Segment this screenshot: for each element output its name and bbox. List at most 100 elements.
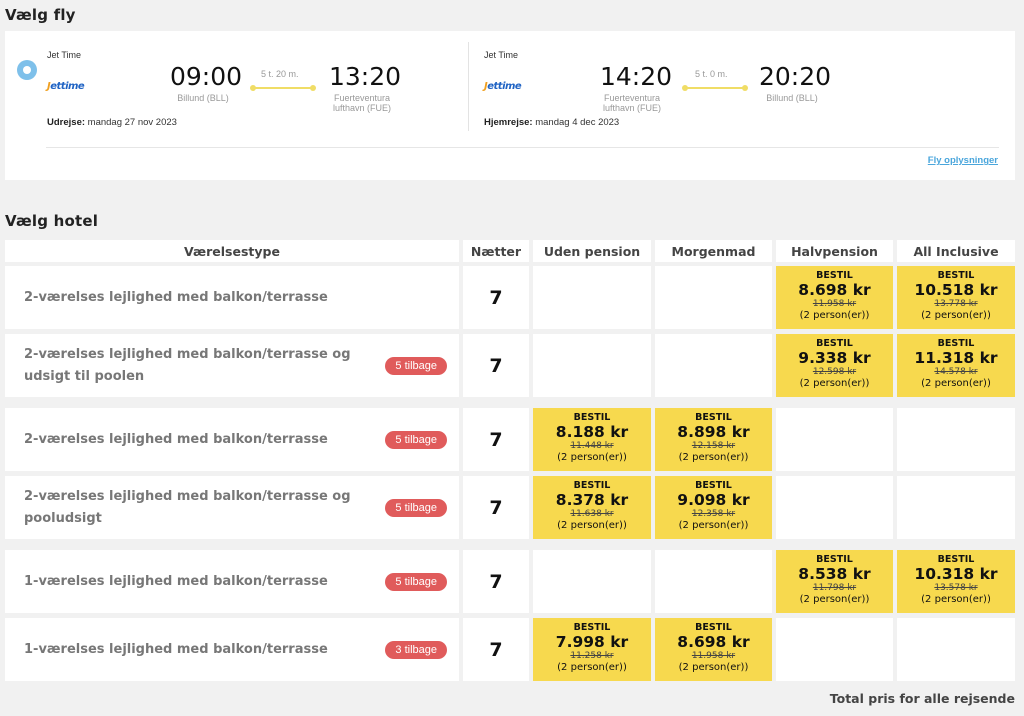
- original-price: 11.448 kr: [570, 441, 614, 451]
- empty-price-cell: [533, 266, 651, 329]
- header-room-type: Værelsestype: [5, 240, 459, 262]
- outbound-arrival-airport-line2: lufthavn (FUE): [332, 103, 392, 113]
- header-breakfast: Morgenmad: [655, 240, 772, 262]
- persons-label: (2 person(er)): [921, 378, 991, 389]
- return-arrival-airport: Billund (BLL): [766, 93, 818, 103]
- empty-price-cell: [655, 550, 772, 613]
- book-label: BESTIL: [695, 480, 732, 491]
- book-label: BESTIL: [937, 338, 975, 349]
- book-label: BESTIL: [816, 338, 853, 349]
- header-no-board: Uden pension: [533, 240, 651, 262]
- empty-price-cell: [897, 618, 1015, 681]
- empty-price-cell: [533, 550, 651, 613]
- original-price: 11.638 kr: [570, 509, 614, 519]
- flight-option-card[interactable]: Jet Time Jettime 09:00 Billund (BLL) 5 t…: [5, 31, 1015, 180]
- price-option-no-board[interactable]: BESTIL 7.998 kr 11.258 kr (2 person(er)): [533, 618, 651, 681]
- original-price: 11.798 kr: [812, 583, 857, 593]
- book-label: BESTIL: [573, 412, 611, 423]
- price-value: 8.188 kr: [555, 423, 629, 441]
- outbound-date: Udrejse: mandag 27 nov 2023: [47, 117, 177, 128]
- header-half-board: Halvpension: [776, 240, 893, 262]
- outbound-arrival-time: 13:20: [329, 62, 402, 91]
- price-option-half-board[interactable]: BESTIL 8.698 kr 11.958 kr (2 person(er)): [776, 266, 893, 329]
- price-value: 10.518 kr: [914, 281, 998, 299]
- price-value: 10.318 kr: [914, 565, 998, 583]
- nights-cell: 7: [463, 266, 529, 329]
- empty-price-cell: [533, 334, 651, 397]
- availability-badge: 5 tilbage: [385, 356, 447, 375]
- book-label: BESTIL: [695, 412, 732, 423]
- book-label: BESTIL: [573, 622, 611, 633]
- return-departure-airport-line2: lufthavn (FUE): [602, 103, 662, 113]
- original-price: 14.578 kr: [934, 367, 978, 377]
- persons-label: (2 person(er)): [557, 520, 627, 531]
- price-option-no-board[interactable]: BESTIL 8.188 kr 11.448 kr (2 person(er)): [533, 408, 651, 471]
- price-option-half-board[interactable]: BESTIL 8.538 kr 11.798 kr (2 person(er)): [776, 550, 893, 613]
- return-airline-name: Jet Time: [484, 50, 519, 60]
- return-departure-airport: Fuerteventura lufthavn (FUE): [597, 93, 667, 113]
- empty-price-cell: [897, 476, 1015, 539]
- return-departure-airport-line1: Fuerteventura: [603, 93, 661, 103]
- nights-cell: 7: [463, 550, 529, 613]
- price-option-all-inclusive[interactable]: BESTIL 10.318 kr 13.578 kr (2 person(er)): [897, 550, 1015, 613]
- price-option-breakfast[interactable]: BESTIL 9.098 kr 12.358 kr (2 person(er)): [655, 476, 772, 539]
- price-option-breakfast[interactable]: BESTIL 8.898 kr 12.158 kr (2 person(er)): [655, 408, 772, 471]
- return-departure-time: 14:20: [600, 62, 673, 91]
- room-type-cell: 1-værelses lejlighed med balkon/terrasse…: [5, 618, 459, 681]
- header-all-inclusive: All Inclusive: [897, 240, 1015, 262]
- book-label: BESTIL: [816, 270, 853, 281]
- price-value: 11.318 kr: [914, 349, 998, 367]
- jettime-logo-icon: Jettime: [484, 81, 522, 92]
- book-label: BESTIL: [695, 622, 732, 633]
- empty-price-cell: [897, 408, 1015, 471]
- header-nights: Nætter: [463, 240, 529, 262]
- book-label: BESTIL: [816, 554, 853, 565]
- price-option-half-board[interactable]: BESTIL 9.338 kr 12.598 kr (2 person(er)): [776, 334, 893, 397]
- original-price: 11.258 kr: [570, 651, 614, 661]
- price-option-all-inclusive[interactable]: BESTIL 11.318 kr 14.578 kr (2 person(er)): [897, 334, 1015, 397]
- availability-badge: 5 tilbage: [385, 572, 447, 591]
- price-value: 8.378 kr: [555, 491, 629, 509]
- price-option-no-board[interactable]: BESTIL 8.378 kr 11.638 kr (2 person(er)): [533, 476, 651, 539]
- flight-radio-button[interactable]: [17, 60, 37, 80]
- return-date-value: mandag 4 dec 2023: [535, 117, 620, 128]
- price-value: 8.538 kr: [798, 565, 871, 583]
- flight-info-link[interactable]: Fly oplysninger: [927, 155, 998, 166]
- room-type-cell: 2-værelses lejlighed med balkon/terrasse…: [5, 476, 459, 539]
- persons-label: (2 person(er)): [799, 594, 870, 605]
- persons-label: (2 person(er)): [678, 520, 749, 531]
- persons-label: (2 person(er)): [557, 452, 627, 463]
- availability-badge: 5 tilbage: [385, 498, 447, 517]
- card-divider: [46, 147, 999, 148]
- nights-cell: 7: [463, 618, 529, 681]
- outbound-arrival-airport-line1: Fuerteventura: [333, 93, 391, 103]
- outbound-duration: 5 t. 20 m.: [261, 69, 299, 79]
- outbound-date-label: Udrejse:: [47, 117, 86, 128]
- return-arrival-time: 20:20: [759, 62, 832, 91]
- outbound-departure-airport: Billund (BLL): [177, 93, 229, 103]
- price-option-all-inclusive[interactable]: BESTIL 10.518 kr 13.778 kr (2 person(er)): [897, 266, 1015, 329]
- room-type-name: 1-værelses lejlighed med balkon/terrasse: [24, 573, 328, 589]
- price-value: 9.338 kr: [798, 349, 871, 367]
- leg-divider: [468, 42, 469, 131]
- price-value: 8.698 kr: [677, 633, 750, 651]
- price-option-breakfast[interactable]: BESTIL 8.698 kr 11.958 kr (2 person(er)): [655, 618, 772, 681]
- persons-label: (2 person(er)): [678, 662, 749, 673]
- empty-price-cell: [776, 618, 893, 681]
- room-type-cell: 1-værelses lejlighed med balkon/terrasse…: [5, 550, 459, 613]
- room-type-name: 2-værelses lejlighed med balkon/terrasse: [24, 431, 328, 447]
- persons-label: (2 person(er)): [921, 594, 991, 605]
- persons-label: (2 person(er)): [799, 310, 870, 321]
- room-type-cell: 2-værelses lejlighed med balkon/terrasse…: [5, 334, 459, 397]
- original-price: 12.358 kr: [691, 509, 736, 519]
- outbound-leg: Jet Time Jettime 09:00 Billund (BLL) 5 t…: [5, 31, 465, 141]
- outbound-date-value: mandag 27 nov 2023: [87, 117, 177, 128]
- jettime-logo-icon: Jettime: [47, 81, 85, 92]
- outbound-departure-time: 09:00: [170, 62, 243, 91]
- room-type-name: 1-værelses lejlighed med balkon/terrasse: [24, 641, 328, 657]
- persons-label: (2 person(er)): [557, 662, 627, 673]
- return-leg: Jet Time Jettime 14:20 Fuerteventura luf…: [5, 31, 1015, 141]
- return-date: Hjemrejse: mandag 4 dec 2023: [484, 117, 619, 128]
- nights-cell: 7: [463, 476, 529, 539]
- original-price: 11.958 kr: [691, 651, 736, 661]
